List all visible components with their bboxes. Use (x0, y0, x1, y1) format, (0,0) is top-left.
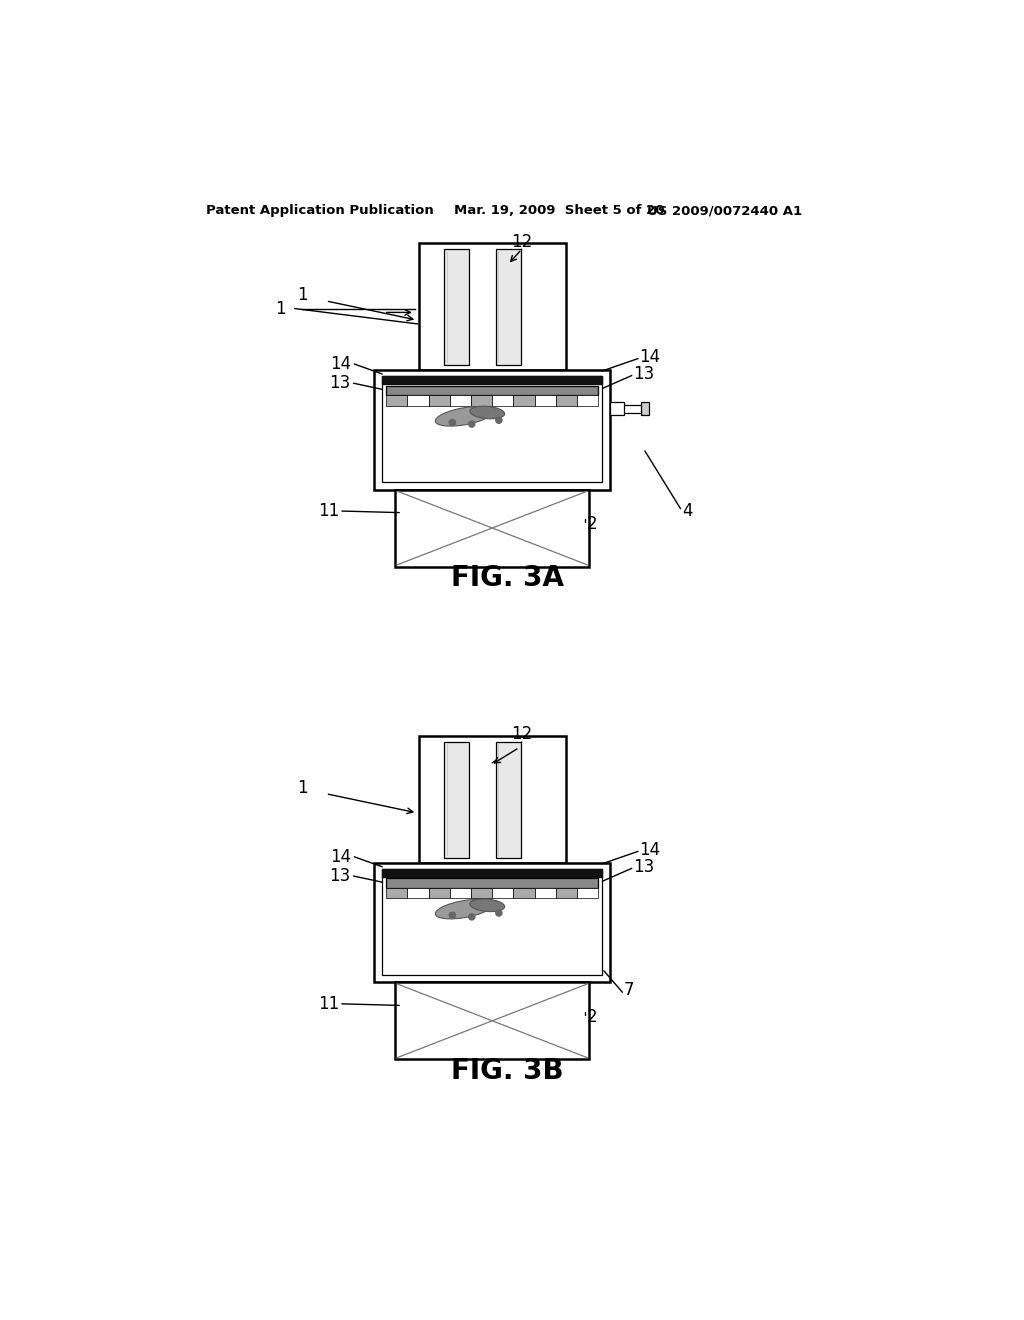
Text: 13: 13 (329, 867, 350, 884)
Text: 13: 13 (633, 858, 654, 875)
Bar (382, 869, 602, 876)
Ellipse shape (435, 407, 493, 426)
Bar (513, 395, 535, 405)
Circle shape (469, 421, 475, 428)
Bar (535, 395, 556, 405)
Circle shape (450, 420, 456, 425)
Circle shape (469, 913, 475, 920)
Text: 2: 2 (587, 515, 597, 533)
Bar (408, 395, 429, 405)
Bar (429, 887, 450, 899)
Text: 12: 12 (511, 232, 532, 251)
Bar (395, 490, 589, 566)
Bar (641, 403, 649, 414)
Bar (513, 887, 535, 899)
Ellipse shape (435, 899, 493, 919)
Bar (471, 395, 493, 405)
Bar (386, 395, 408, 405)
Bar (419, 737, 566, 863)
Text: 1: 1 (297, 286, 307, 305)
Text: Mar. 19, 2009  Sheet 5 of 20: Mar. 19, 2009 Sheet 5 of 20 (454, 205, 664, 218)
Text: 1: 1 (274, 300, 286, 318)
Circle shape (496, 417, 502, 424)
Ellipse shape (470, 899, 505, 912)
Bar (444, 742, 469, 858)
Circle shape (496, 909, 502, 916)
Bar (386, 878, 598, 887)
Text: 11: 11 (318, 502, 340, 520)
Text: 14: 14 (640, 841, 660, 859)
Bar (610, 403, 624, 414)
Bar (382, 376, 602, 384)
Text: Patent Application Publication: Patent Application Publication (206, 205, 433, 218)
Text: 2: 2 (587, 1008, 597, 1026)
Text: 13: 13 (329, 375, 350, 392)
Bar (493, 395, 513, 405)
Text: 11: 11 (318, 995, 340, 1012)
Bar (382, 376, 602, 482)
Ellipse shape (470, 407, 505, 418)
Text: 7: 7 (624, 981, 635, 999)
Bar (493, 887, 513, 899)
Text: 1: 1 (297, 779, 307, 797)
Text: 12: 12 (511, 726, 532, 743)
Text: FIG. 3B: FIG. 3B (452, 1057, 564, 1085)
Bar (535, 887, 556, 899)
Bar (375, 863, 610, 982)
Bar (450, 887, 471, 899)
Bar (496, 742, 521, 858)
Text: 14: 14 (640, 348, 660, 366)
Bar (578, 887, 598, 899)
Bar (429, 395, 450, 405)
Bar (471, 887, 493, 899)
Text: 4: 4 (682, 502, 692, 520)
Bar (556, 395, 578, 405)
Bar (578, 395, 598, 405)
Bar (386, 887, 408, 899)
Bar (444, 249, 469, 364)
Bar (386, 385, 598, 395)
Bar (382, 869, 602, 974)
Text: 13: 13 (633, 366, 654, 383)
Text: 14: 14 (330, 355, 351, 374)
Bar (419, 243, 566, 370)
Circle shape (450, 912, 456, 919)
Bar (375, 370, 610, 490)
Text: 14: 14 (330, 847, 351, 866)
Bar (450, 395, 471, 405)
Text: FIG. 3A: FIG. 3A (452, 564, 564, 593)
Bar (395, 982, 589, 1059)
Bar (496, 249, 521, 364)
Bar (408, 887, 429, 899)
Text: US 2009/0072440 A1: US 2009/0072440 A1 (647, 205, 803, 218)
Bar (556, 887, 578, 899)
